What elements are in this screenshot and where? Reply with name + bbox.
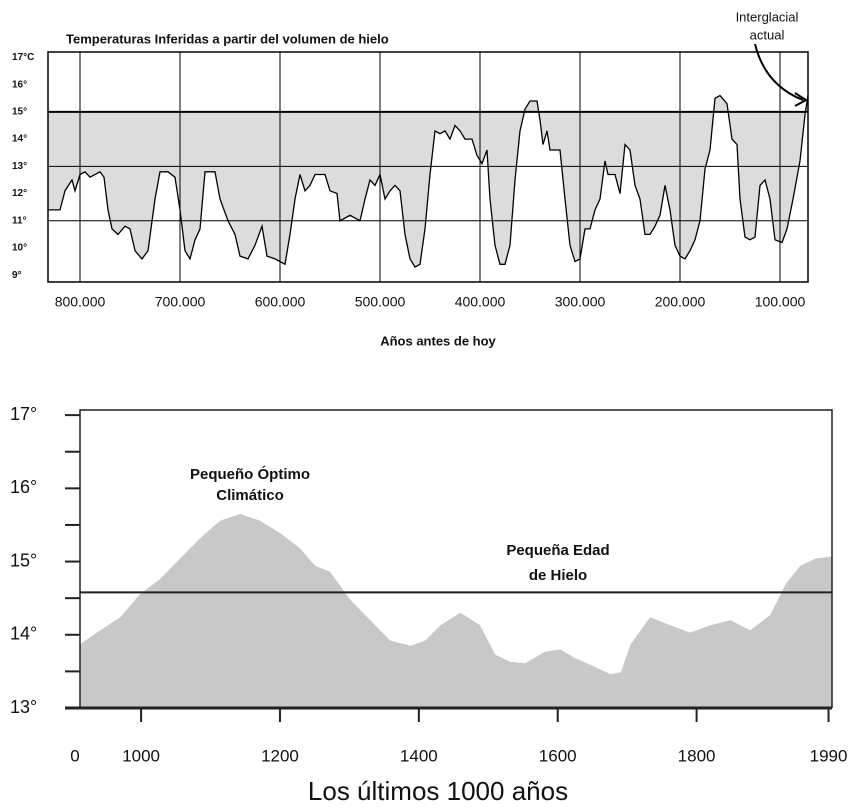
plot-frame: [47, 51, 809, 283]
annotation-arrowhead: [794, 92, 808, 107]
x-tick-label: 300.000: [555, 294, 606, 310]
x-tick-label: 1800: [678, 746, 716, 765]
annotation: Interglacial: [736, 9, 799, 24]
y-tick-label: 17°C: [12, 52, 34, 63]
annotation: de Hielo: [529, 567, 587, 584]
x-tick-label: 1000: [122, 746, 160, 765]
x-tick-label: 200.000: [655, 294, 706, 310]
x-axis-label: Los últimos 1000 años: [308, 776, 568, 806]
x-tick-label: 400.000: [455, 294, 506, 310]
y-tick-label: 14°: [10, 624, 37, 644]
y-tick-label: 15°: [12, 107, 27, 118]
x-tick-label: 1990: [810, 746, 848, 765]
temperature-line: [48, 94, 809, 268]
y-tick-label: 14°: [12, 134, 27, 145]
y-tick-label: 11°: [12, 215, 27, 226]
x-tick-label: 500.000: [355, 294, 406, 310]
x-tick-label: 1600: [539, 746, 577, 765]
chart-title: Temperaturas Inferidas a partir del volu…: [66, 31, 389, 46]
x-axis-label: Años antes de hoy: [380, 333, 496, 348]
y-tick-label: 16°: [10, 477, 37, 497]
x-tick-label: 1400: [400, 746, 438, 765]
x-origin-label: 0: [70, 746, 79, 765]
y-tick-label: 15°: [10, 550, 37, 570]
y-tick-label: 13°: [12, 161, 27, 172]
annotation: Climático: [216, 487, 284, 504]
y-tick-label: 9°: [12, 270, 22, 281]
annotation: Pequeña Edad: [506, 542, 609, 559]
x-tick-label: 100.000: [755, 294, 806, 310]
annotation: actual: [750, 27, 785, 42]
area-fill: [80, 514, 832, 708]
x-tick-label: 800.000: [55, 294, 106, 310]
y-tick-label: 17°: [10, 404, 37, 424]
x-tick-label: 700.000: [155, 294, 206, 310]
x-tick-label: 1200: [261, 746, 299, 765]
annotation: Pequeño Óptimo: [190, 465, 310, 483]
y-tick-label: 16°: [12, 79, 27, 90]
y-tick-label: 13°: [10, 697, 37, 717]
plot-frame: [79, 409, 833, 708]
y-tick-label: 12°: [12, 188, 27, 199]
y-tick-label: 10°: [12, 243, 27, 254]
area-fill: [48, 95, 808, 267]
x-tick-label: 600.000: [255, 294, 306, 310]
